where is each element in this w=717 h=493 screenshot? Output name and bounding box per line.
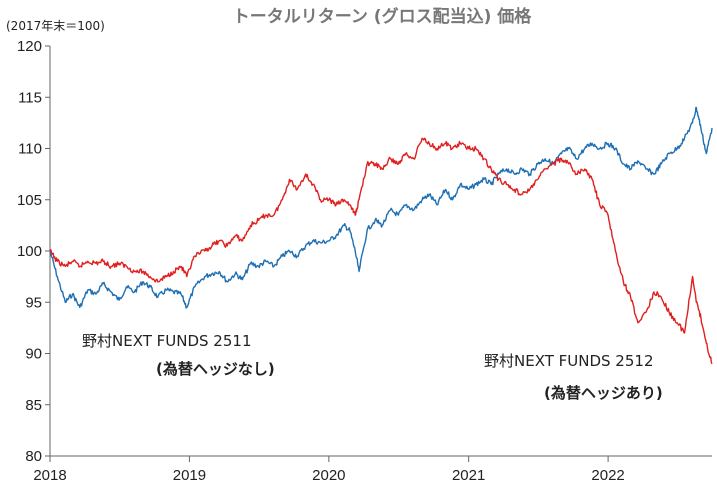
x-tick-label: 2021 <box>452 467 485 484</box>
y-unit-label: (2017年末＝100) <box>6 19 105 33</box>
series-label-2512: 野村NEXT FUNDS 2512 <box>484 352 653 370</box>
series-sublabel-2511: (為替ヘッジなし) <box>156 360 275 378</box>
series-lines <box>49 106 713 365</box>
y-tick-label: 115 <box>18 89 42 106</box>
series-sublabel-2512: (為替ヘッジあり) <box>544 384 663 402</box>
y-tick-label: 105 <box>17 192 42 209</box>
legend-2511: 野村NEXT FUNDS 2511 (為替ヘッジなし) <box>82 332 275 378</box>
x-ticks: 2018 2019 2020 2021 2022 <box>33 456 625 484</box>
x-tick-label: 2020 <box>312 467 345 484</box>
legend-2512: 野村NEXT FUNDS 2512 (為替ヘッジあり) <box>484 352 663 402</box>
series-line-2511 <box>49 106 713 309</box>
x-tick-label: 2019 <box>173 467 206 484</box>
y-tick-label: 80 <box>25 448 42 465</box>
y-tick-label: 90 <box>25 346 42 363</box>
chart-title: トータルリターン (グロス配当込) 価格 <box>233 6 533 27</box>
y-tick-label: 95 <box>25 294 42 311</box>
y-tick-label: 85 <box>25 397 42 414</box>
x-tick-label: 2018 <box>33 467 66 484</box>
y-tick-label: 100 <box>17 243 42 260</box>
y-tick-label: 120 <box>17 38 42 55</box>
y-ticks: 80 85 90 95 100 105 110 115 120 <box>17 38 50 465</box>
series-line-2512 <box>49 137 713 365</box>
series-label-2511: 野村NEXT FUNDS 2511 <box>82 332 251 350</box>
y-tick-label: 110 <box>18 141 42 158</box>
x-tick-label: 2022 <box>591 467 624 484</box>
